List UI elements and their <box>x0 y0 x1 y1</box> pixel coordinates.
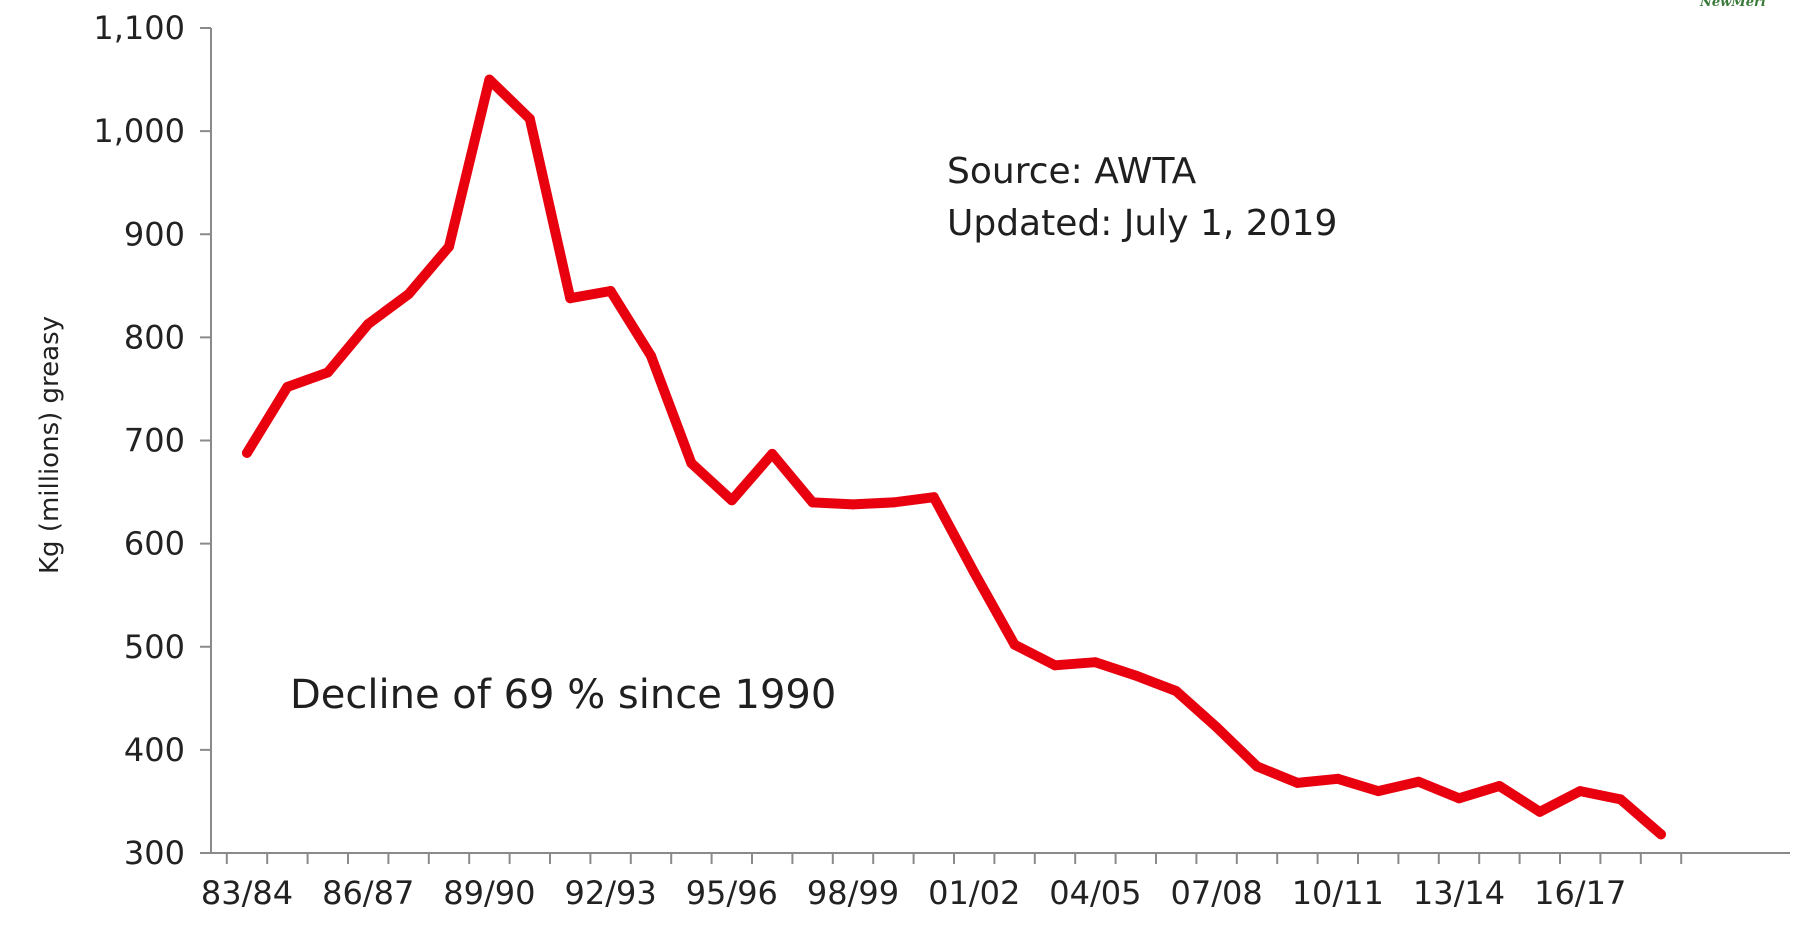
data-point <box>484 74 495 85</box>
data-point <box>1332 773 1343 784</box>
y-tick-label: 300 <box>124 834 185 872</box>
x-tick-label: 04/05 <box>1049 874 1141 912</box>
data-point <box>726 495 737 506</box>
data-point <box>444 241 454 252</box>
x-tick-label: 95/96 <box>686 874 778 912</box>
y-tick-label: 600 <box>124 525 185 563</box>
data-point <box>888 497 899 508</box>
logo: NewMeri <box>1699 0 1766 10</box>
data-point <box>1454 793 1464 804</box>
data-point <box>605 286 616 296</box>
x-tick-label: 92/93 <box>564 874 656 912</box>
y-tick-label: 400 <box>124 731 185 769</box>
data-point <box>1413 776 1424 787</box>
x-tick-label: 01/02 <box>928 874 1020 912</box>
data-point <box>242 447 252 458</box>
data-point <box>1615 794 1626 805</box>
data-point <box>928 492 939 503</box>
x-tick-label: 83/84 <box>201 874 293 912</box>
x-tick-label: 89/90 <box>443 874 535 912</box>
y-tick-label: 700 <box>124 422 185 460</box>
logo-text: NewMeri <box>1699 0 1766 10</box>
y-tick-label: 1,100 <box>93 9 185 47</box>
x-tick-label: 86/87 <box>322 874 414 912</box>
data-point <box>282 381 293 392</box>
data-point <box>1656 829 1666 840</box>
data-point <box>363 319 374 329</box>
data-point <box>322 367 333 378</box>
data-point <box>403 289 414 300</box>
data-point <box>1252 761 1262 772</box>
y-tick-label: 1,000 <box>93 112 185 150</box>
data-point <box>1292 777 1303 788</box>
x-tick-label: 16/17 <box>1534 874 1626 912</box>
data-point <box>1050 660 1060 671</box>
data-point <box>1171 686 1182 697</box>
x-tick-label: 07/08 <box>1170 874 1262 912</box>
y-axis: 300 400 500 600 700 800 900 1,000 1,100 <box>93 9 212 872</box>
data-point <box>1130 670 1141 681</box>
data-point <box>646 350 656 361</box>
data-point <box>767 448 778 459</box>
data-point <box>1575 786 1586 797</box>
data-point <box>1211 722 1222 733</box>
y-axis-title: Kg (millions) greasy <box>35 316 65 574</box>
data-point <box>807 497 818 508</box>
x-tick-label: 13/14 <box>1413 874 1505 912</box>
x-tick-label: 98/99 <box>807 874 899 912</box>
data-point <box>1090 657 1101 668</box>
data-point <box>969 567 980 578</box>
data-point <box>1009 639 1020 650</box>
decline-annotation: Decline of 69 % since 1990 <box>290 672 836 718</box>
data-point <box>1494 781 1505 791</box>
y-tick-label: 500 <box>124 628 185 666</box>
data-point <box>1534 806 1545 817</box>
data-point <box>565 293 576 304</box>
data-point <box>1373 786 1384 797</box>
x-axis: 83/84 86/87 89/90 92/93 95/96 98/99 01/02 04/05… <box>201 852 1790 912</box>
y-tick-label: 900 <box>124 215 185 253</box>
y-tick-label: 800 <box>124 318 185 356</box>
updated-annotation: Updated: July 1, 2019 <box>947 203 1337 244</box>
x-tick-label: 10/11 <box>1292 874 1384 912</box>
series-line-0 <box>242 74 1666 840</box>
data-point <box>848 499 858 510</box>
series-layer <box>242 74 1666 840</box>
data-point <box>686 458 697 469</box>
data-point <box>524 113 535 124</box>
source-annotation: Source: AWTA <box>947 151 1197 192</box>
